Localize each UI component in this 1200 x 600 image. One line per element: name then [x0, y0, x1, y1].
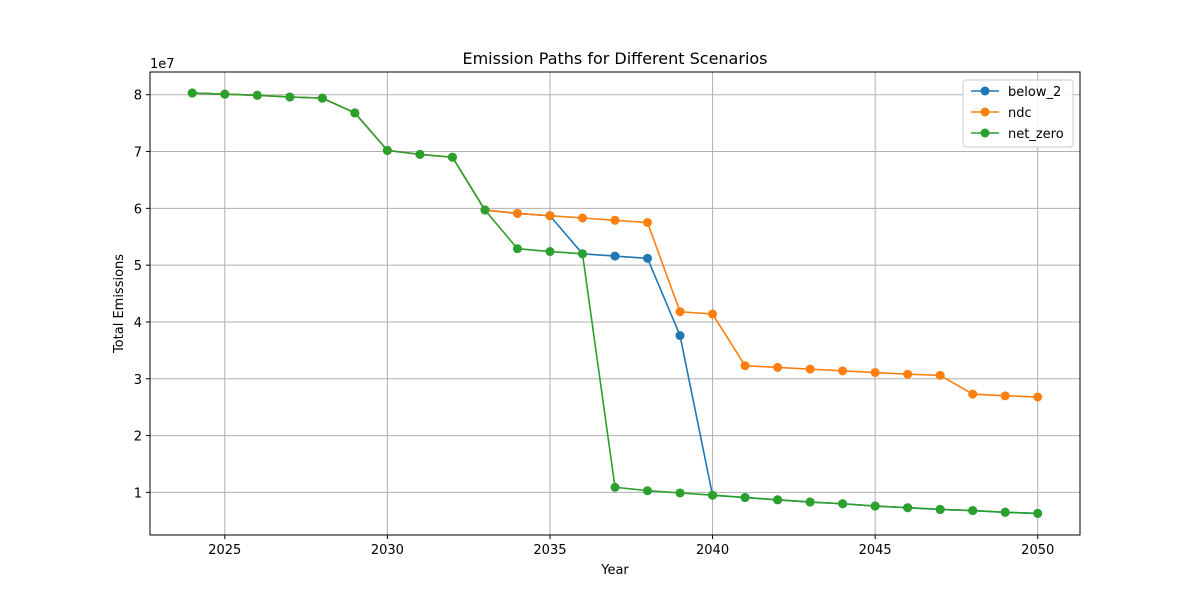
data-point-net_zero — [1033, 508, 1043, 518]
data-point-net_zero — [740, 493, 750, 503]
data-point-net_zero — [480, 205, 490, 215]
data-point-ndc — [903, 369, 913, 379]
data-point-net_zero — [805, 497, 815, 507]
data-point-ndc — [1033, 392, 1043, 402]
y-axis-ticks: 1 2 3 4 5 6 7 8 — [134, 89, 150, 501]
data-point-net_zero — [415, 149, 425, 159]
data-point-ndc — [643, 218, 653, 228]
data-point-ndc — [838, 366, 848, 376]
legend-swatch-marker — [980, 128, 990, 138]
data-point-net_zero — [220, 89, 230, 99]
data-point-below_2 — [675, 331, 685, 341]
data-point-net_zero — [317, 93, 327, 103]
legend-swatch-marker — [980, 107, 990, 117]
data-point-net_zero — [935, 504, 945, 514]
y-tick-label: 8 — [134, 89, 142, 104]
data-point-net_zero — [1000, 507, 1010, 517]
data-point-ndc — [935, 370, 945, 380]
data-point-ndc — [805, 364, 815, 374]
data-point-ndc — [577, 213, 587, 223]
data-point-net_zero — [447, 152, 457, 162]
data-point-below_2 — [643, 253, 653, 263]
y-axis-label: Total Emissions — [112, 254, 127, 354]
data-point-net_zero — [903, 503, 913, 513]
legend-box — [962, 79, 1074, 148]
y-tick-label: 2 — [134, 430, 142, 445]
x-tick-label: 2030 — [371, 543, 404, 558]
legend-item-below_2: below_2 — [971, 85, 1061, 100]
y-tick-label: 6 — [134, 202, 142, 217]
legend-label: below_2 — [1008, 85, 1061, 100]
data-point-ndc — [512, 208, 522, 218]
data-point-ndc — [1000, 391, 1010, 401]
data-point-net_zero — [675, 488, 685, 498]
data-point-net_zero — [610, 482, 620, 492]
legend-label: net_zero — [1008, 127, 1064, 142]
grid-lines — [150, 72, 1080, 535]
data-point-ndc — [675, 307, 685, 317]
y-tick-label: 5 — [134, 259, 142, 274]
data-point-ndc — [968, 389, 978, 399]
x-axis-ticks: 2025 2030 2035 2040 2045 2050 — [208, 535, 1054, 558]
data-point-net_zero — [252, 90, 262, 100]
data-point-net_zero — [512, 244, 522, 254]
data-point-below_2 — [610, 251, 620, 261]
data-point-net_zero — [350, 108, 360, 118]
x-tick-label: 2025 — [208, 543, 241, 558]
legend-swatch-marker — [980, 86, 990, 96]
series-group — [187, 88, 1043, 518]
legend-label: ndc — [1008, 106, 1032, 121]
data-point-net_zero — [285, 92, 295, 102]
y-tick-label: 1 — [134, 486, 142, 501]
data-point-net_zero — [382, 145, 392, 155]
y-scale-label: 1e7 — [150, 57, 175, 72]
x-tick-label: 2050 — [1021, 543, 1054, 558]
y-tick-label: 4 — [134, 316, 142, 331]
x-axis-label: Year — [600, 563, 629, 578]
y-tick-label: 3 — [134, 373, 142, 388]
data-point-net_zero — [643, 486, 653, 496]
data-point-net_zero — [187, 88, 197, 98]
data-point-ndc — [708, 309, 718, 319]
y-tick-label: 7 — [134, 146, 142, 161]
plot-area-frame — [149, 71, 1081, 536]
data-point-net_zero — [577, 249, 587, 259]
data-point-net_zero — [870, 501, 880, 511]
series-net_zero — [187, 88, 1043, 518]
legend-item-ndc: ndc — [971, 106, 1032, 121]
data-point-net_zero — [773, 495, 783, 505]
chart-title: Emission Paths for Different Scenarios — [462, 49, 767, 68]
data-point-net_zero — [968, 506, 978, 516]
data-point-ndc — [610, 215, 620, 225]
data-point-net_zero — [545, 247, 555, 257]
legend-item-net_zero: net_zero — [971, 127, 1064, 142]
data-point-net_zero — [708, 490, 718, 500]
data-point-ndc — [545, 211, 555, 221]
x-tick-label: 2035 — [533, 543, 566, 558]
data-point-ndc — [870, 368, 880, 378]
x-tick-label: 2045 — [859, 543, 892, 558]
data-point-ndc — [740, 361, 750, 371]
data-point-net_zero — [838, 499, 848, 509]
data-point-ndc — [773, 362, 783, 372]
x-tick-label: 2040 — [696, 543, 729, 558]
